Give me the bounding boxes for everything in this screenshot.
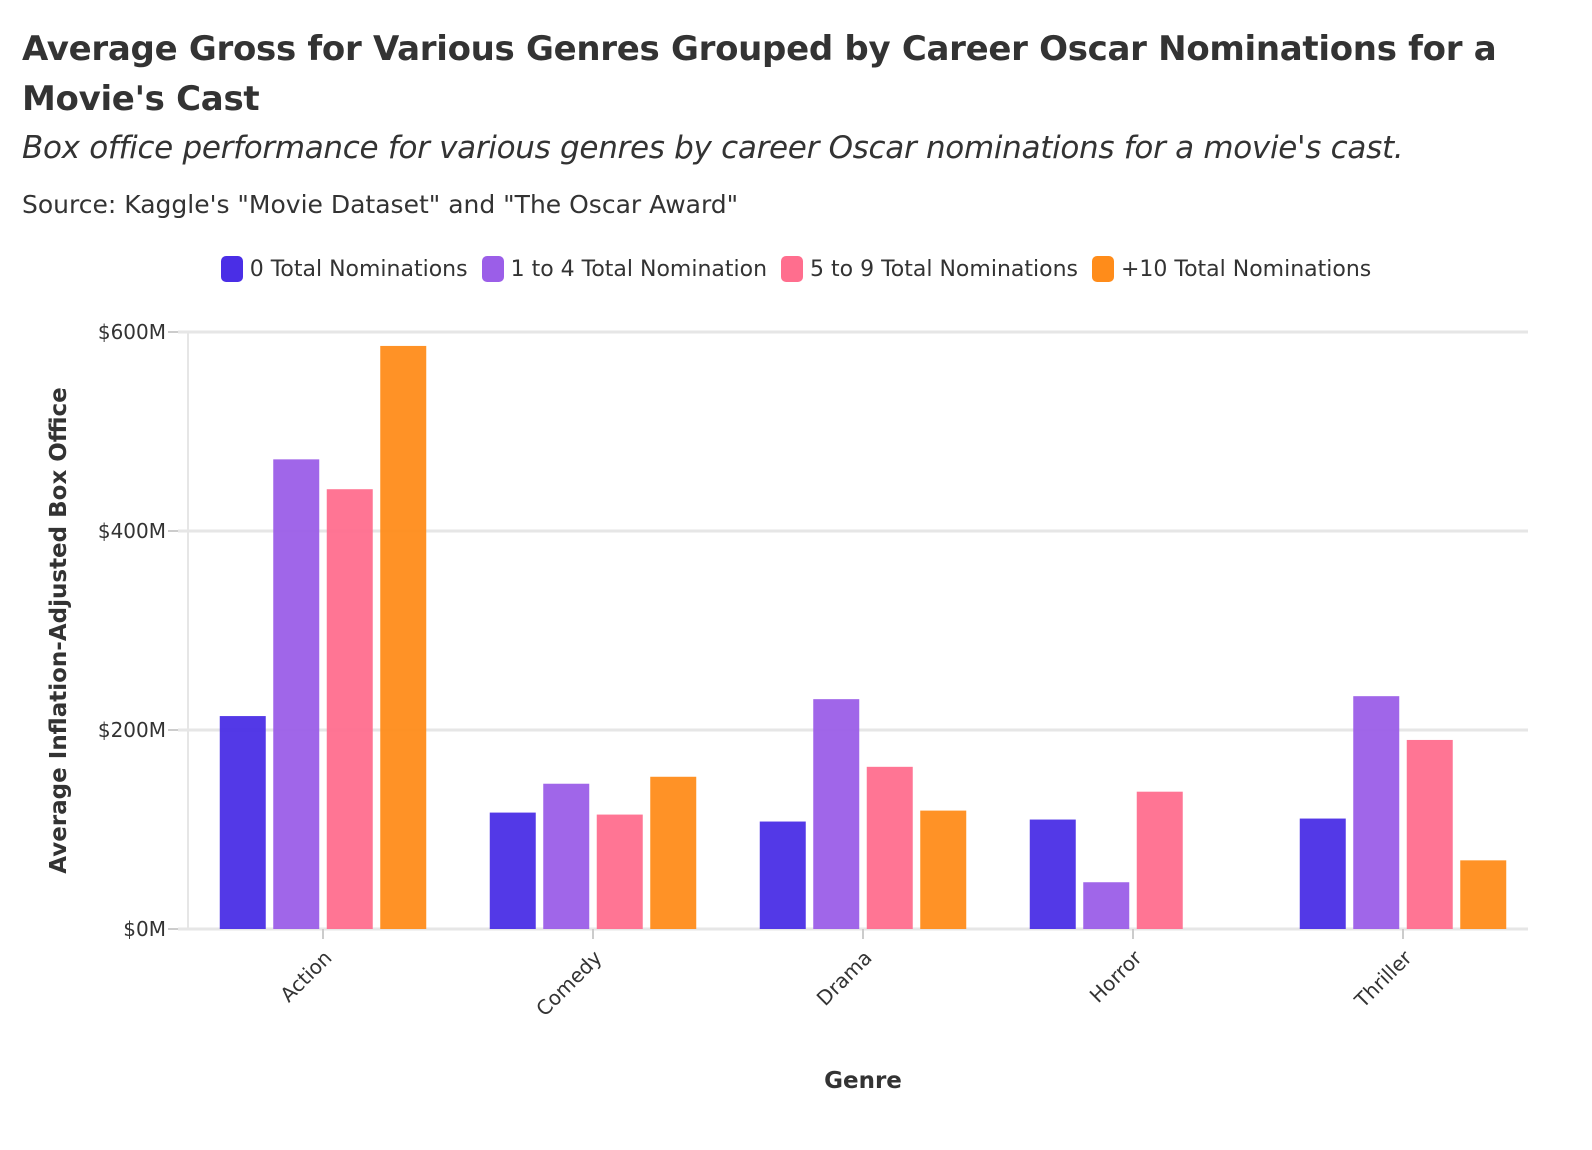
bar-action-0 <box>219 716 266 929</box>
y-tick-label: $200M <box>98 718 166 742</box>
legend-item-3[interactable]: +10 Total Nominations <box>1091 256 1372 282</box>
bar-drama-2 <box>866 766 913 929</box>
bar-horror-1 <box>1083 882 1130 929</box>
bar-thriller-1 <box>1353 696 1400 929</box>
legend-item-1[interactable]: 1 to 4 Total Nomination <box>481 256 768 282</box>
legend-swatch <box>1091 256 1114 282</box>
bar-comedy-2 <box>596 814 643 929</box>
y-tick-label: $0M <box>123 917 166 941</box>
y-tick-label: $600M <box>98 320 166 344</box>
y-tick-label: $400M <box>98 519 166 543</box>
legend-item-0[interactable]: 0 Total Nominations <box>220 256 468 282</box>
y-axis-title: Average Inflation-Adjusted Box Office <box>46 387 72 874</box>
legend-label: 0 Total Nominations <box>249 256 468 282</box>
x-axis-title: Genre <box>824 1068 902 1094</box>
bar-action-1 <box>273 459 320 929</box>
chart-subtitle: Box office performance for various genre… <box>22 130 1404 166</box>
legend-label: +10 Total Nominations <box>1120 256 1372 282</box>
bar-thriller-0 <box>1299 818 1346 929</box>
bar-action-3 <box>380 345 427 929</box>
bar-drama-1 <box>813 699 860 929</box>
chart-source: Source: Kaggle's "Movie Dataset" and "Th… <box>22 190 739 219</box>
x-tick-label: Thriller <box>1349 945 1417 1013</box>
bar-thriller-3 <box>1460 860 1507 929</box>
legend-swatch <box>781 256 804 282</box>
x-tick-label: Action <box>275 946 336 1007</box>
legend-label: 1 to 4 Total Nomination <box>510 256 768 282</box>
bar-comedy-0 <box>489 812 536 929</box>
x-tick-label: Comedy <box>531 945 606 1020</box>
legend-swatch <box>220 256 243 282</box>
bar-drama-0 <box>759 821 806 929</box>
bar-comedy-3 <box>650 776 697 929</box>
legend-swatch <box>481 256 504 282</box>
bar-comedy-1 <box>543 783 590 929</box>
bar-horror-0 <box>1029 819 1076 929</box>
chart-title: Average Gross for Various Genres Grouped… <box>22 29 1497 119</box>
bar-action-2 <box>326 489 373 929</box>
legend-item-2[interactable]: 5 to 9 Total Nominations <box>781 256 1078 282</box>
bar-horror-2 <box>1136 791 1183 929</box>
chart-legend: 0 Total Nominations 1 to 4 Total Nominati… <box>0 256 1592 282</box>
x-tick-label: Drama <box>812 946 877 1011</box>
legend-label: 5 to 9 Total Nominations <box>810 256 1078 282</box>
x-tick-label: Horror <box>1085 945 1147 1007</box>
chart-header: Average Gross for Various Genres Grouped… <box>22 24 1572 219</box>
bar-thriller-2 <box>1406 739 1453 929</box>
bar-drama-3 <box>920 810 967 929</box>
